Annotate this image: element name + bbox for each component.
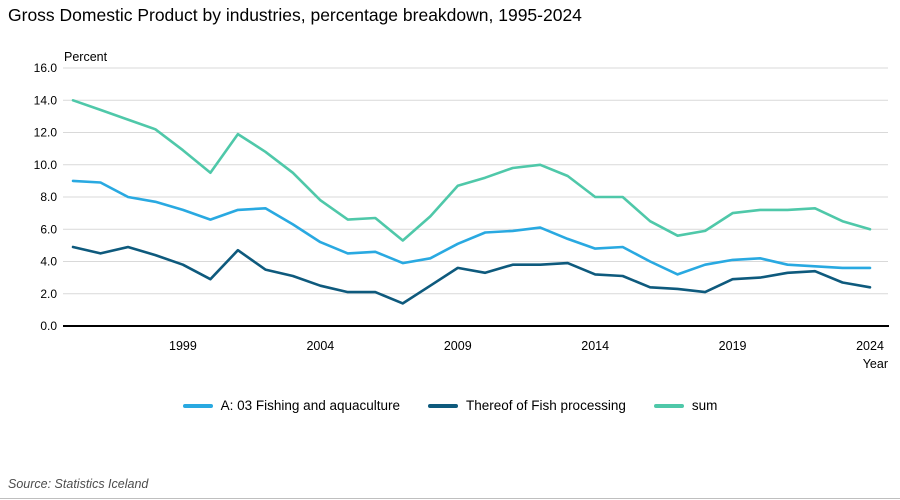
x-tick-label: 2009 [444,339,472,353]
x-tick-label: 1999 [169,339,197,353]
y-tick-label: 8.0 [40,190,57,204]
y-tick-label: 4.0 [40,255,57,269]
x-tick-label: 2004 [306,339,334,353]
y-tick-label: 14.0 [34,93,58,107]
legend-swatch-fish-processing [428,403,459,408]
y-axis-title: Percent [64,50,108,64]
legend-swatch-sum [653,403,684,408]
y-tick-label: 16.0 [34,61,58,75]
x-axis-title: Year [863,357,888,371]
legend-label-sum: sum [691,398,718,413]
legend-item-fish-processing: Thereof of Fish processing [428,398,626,413]
legend-item-sum: sum [653,398,718,413]
chart-title: Gross Domestic Product by industries, pe… [8,5,582,25]
y-tick-label: 0.0 [40,319,57,333]
page-bottom-rule [0,498,900,499]
legend-label-fishing-aquaculture: A: 03 Fishing and aquaculture [220,398,401,413]
legend: A: 03 Fishing and aquaculture Thereof of… [0,398,900,413]
y-tick-label: 2.0 [40,287,57,301]
series-line-a-03-fishing-and-aquaculture [71,179,872,276]
series-line-sum [71,99,872,242]
x-tick-label: 2014 [581,339,609,353]
legend-item-fishing-aquaculture: A: 03 Fishing and aquaculture [182,398,401,413]
y-tick-label: 10.0 [34,158,58,172]
legend-label-fish-processing: Thereof of Fish processing [466,398,626,413]
legend-swatch-fishing-aquaculture [182,403,213,408]
x-tick-label: 2019 [719,339,747,353]
line-chart: 0.0 2.0 4.0 6.0 8.0 10.0 12.0 14.0 16.0 Percent 19… [34,50,889,371]
series-line-thereof-of-fish-processing [71,245,872,305]
x-tick-label: 2024 [856,339,884,353]
source-note: Source: Statistics Iceland [8,477,149,491]
y-tick-label: 12.0 [34,126,58,140]
y-tick-label: 6.0 [40,222,57,236]
